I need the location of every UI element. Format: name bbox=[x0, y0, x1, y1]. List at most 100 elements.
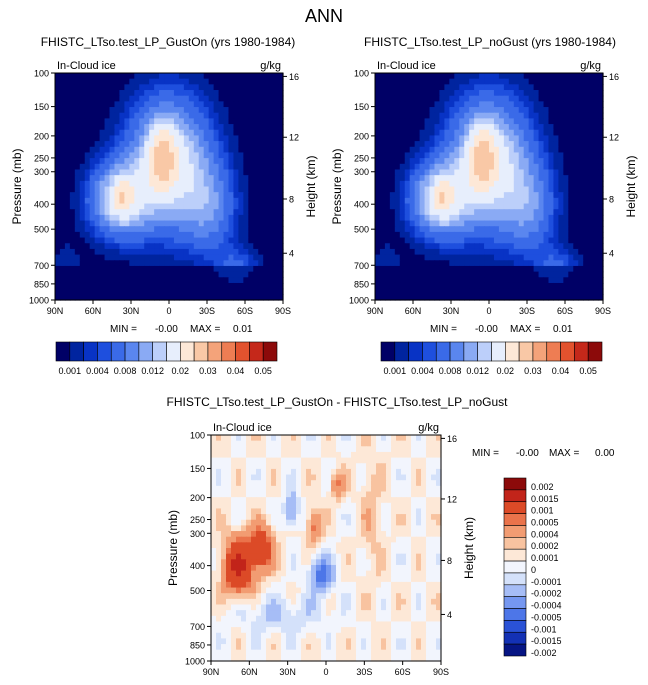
contour-cell bbox=[228, 101, 235, 108]
contour-cell bbox=[409, 288, 416, 295]
contour-cell bbox=[469, 146, 475, 154]
contour-cell bbox=[384, 101, 391, 108]
contour-cell bbox=[346, 435, 352, 442]
y-tick-label: 1000 bbox=[29, 296, 49, 306]
contour-cell bbox=[258, 260, 264, 267]
contour-cell bbox=[573, 277, 579, 284]
contour-cell bbox=[528, 192, 535, 199]
contour-cell bbox=[528, 288, 535, 295]
contour-cell bbox=[434, 248, 441, 256]
contour-cell bbox=[444, 175, 450, 182]
contour-cell bbox=[498, 84, 505, 91]
contour-cell bbox=[134, 124, 140, 131]
contour-cell bbox=[553, 90, 559, 97]
contour-cell bbox=[538, 248, 545, 256]
contour-cell bbox=[316, 531, 322, 538]
contour-cell bbox=[436, 485, 442, 493]
contour-cell bbox=[211, 468, 217, 476]
contour-cell bbox=[296, 440, 302, 447]
contour-cell bbox=[193, 243, 200, 250]
contour-cell bbox=[414, 158, 421, 165]
contour-cell bbox=[64, 209, 71, 216]
contour-cell bbox=[436, 480, 442, 487]
contour-cell bbox=[404, 294, 411, 301]
contour-cell bbox=[493, 282, 500, 290]
contour-cell bbox=[489, 163, 495, 171]
contour-cell bbox=[434, 271, 441, 278]
contour-cell bbox=[278, 192, 284, 199]
contour-cell bbox=[454, 220, 460, 227]
contour-cell bbox=[391, 514, 397, 521]
contour-cell bbox=[238, 271, 244, 278]
contour-cell bbox=[396, 559, 402, 566]
contour-cell bbox=[129, 129, 135, 137]
contour-cell bbox=[228, 288, 235, 295]
contour-cell bbox=[489, 169, 495, 176]
contour-cell bbox=[154, 118, 160, 125]
contour-cell bbox=[59, 118, 66, 125]
contour-cell bbox=[431, 457, 437, 464]
contour-cell bbox=[213, 186, 220, 193]
contour-cell bbox=[394, 220, 401, 227]
contour-cell bbox=[454, 163, 460, 171]
contour-cell bbox=[431, 468, 437, 476]
contour-cell bbox=[404, 282, 411, 290]
contour-cell bbox=[489, 237, 495, 244]
contour-cell bbox=[301, 570, 307, 577]
contour-cell bbox=[104, 282, 111, 290]
contour-cell bbox=[89, 73, 96, 80]
contour-cell bbox=[331, 474, 337, 481]
contour-cell bbox=[548, 90, 555, 97]
contour-cell bbox=[366, 570, 372, 577]
contour-cell bbox=[99, 271, 106, 278]
contour-cell bbox=[513, 243, 520, 250]
contour-cell bbox=[588, 175, 594, 182]
contour-cell bbox=[169, 282, 175, 290]
contour-cell bbox=[263, 203, 269, 210]
contour-cell bbox=[236, 514, 242, 521]
contour-cell bbox=[124, 152, 130, 159]
contour-cell bbox=[361, 468, 367, 476]
contour-cell bbox=[221, 463, 227, 470]
contour-cell bbox=[223, 237, 230, 244]
contour-cell bbox=[203, 209, 210, 216]
contour-cell bbox=[69, 226, 76, 233]
contour-cell bbox=[489, 152, 495, 159]
contour-cell bbox=[64, 248, 71, 256]
contour-cell bbox=[553, 260, 559, 267]
contour-cell bbox=[94, 135, 101, 142]
contour-cell bbox=[573, 243, 579, 250]
contour-cell bbox=[401, 491, 407, 498]
contour-cell bbox=[404, 231, 411, 239]
contour-cell bbox=[396, 542, 402, 549]
contour-cell bbox=[169, 90, 175, 97]
contour-cell bbox=[159, 231, 165, 239]
contour-cell bbox=[203, 101, 210, 108]
contour-cell bbox=[55, 146, 61, 154]
panel-title: FHISTC_LTso.test_LP_GustOn - FHISTC_LTso… bbox=[166, 395, 508, 409]
contour-cell bbox=[523, 237, 530, 244]
contour-cell bbox=[454, 135, 460, 142]
contour-cell bbox=[523, 78, 530, 85]
contour-cell bbox=[356, 564, 362, 572]
contour-cell bbox=[183, 186, 190, 193]
contour-cell bbox=[89, 124, 96, 131]
contour-cell bbox=[386, 531, 392, 538]
contour-cell bbox=[228, 124, 235, 131]
colorbar-swatch bbox=[262, 341, 278, 362]
contour-cell bbox=[236, 485, 242, 493]
contour-cell bbox=[203, 135, 210, 142]
contour-cell bbox=[178, 254, 185, 261]
contour-cell bbox=[149, 90, 155, 97]
contour-cell bbox=[444, 112, 450, 119]
contour-cell bbox=[213, 124, 220, 131]
contour-cell bbox=[498, 231, 505, 239]
contour-cell bbox=[366, 474, 372, 481]
contour-cell bbox=[436, 491, 442, 498]
contour-cell bbox=[563, 220, 569, 227]
contour-cell bbox=[236, 531, 242, 538]
contour-cell bbox=[409, 260, 416, 267]
contour-cell bbox=[226, 514, 232, 521]
contour-cell bbox=[411, 491, 417, 498]
contour-cell bbox=[291, 525, 297, 532]
